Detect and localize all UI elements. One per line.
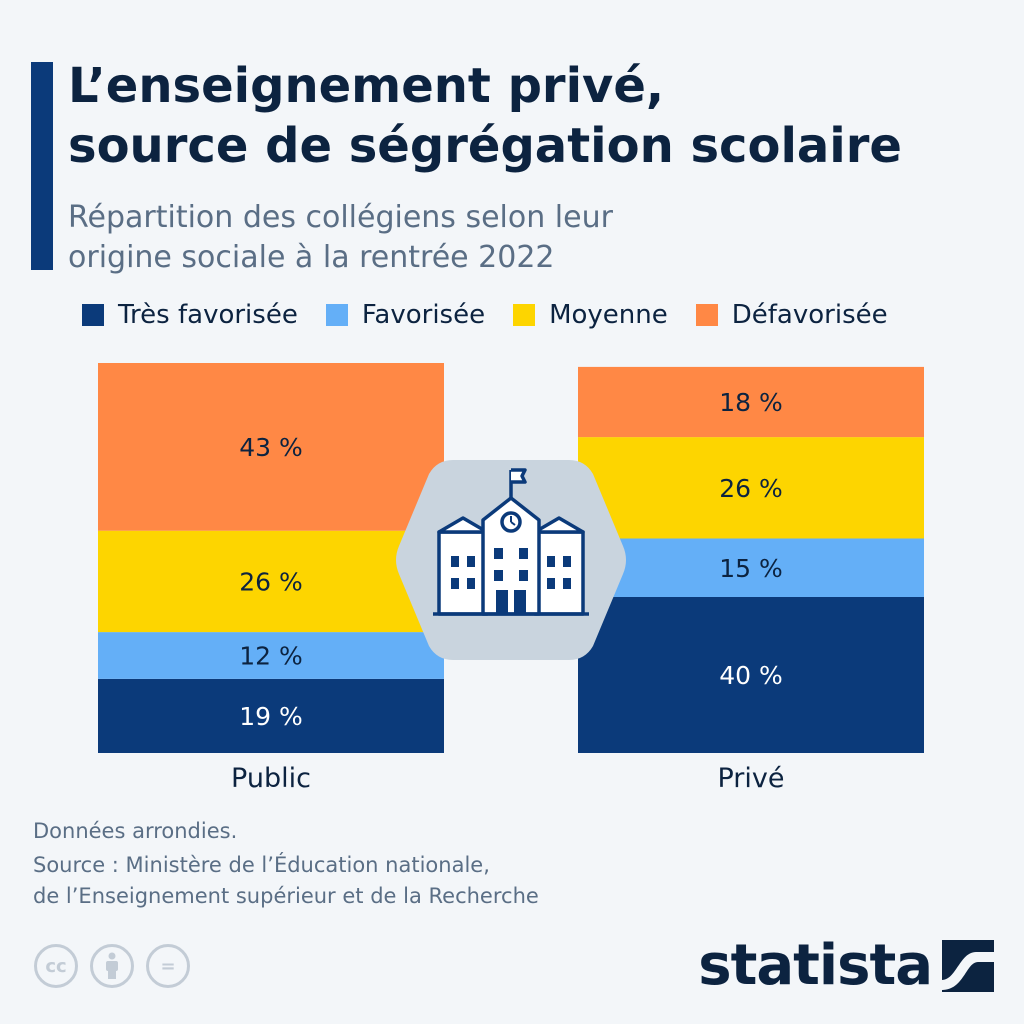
legend-swatch (82, 304, 104, 326)
bar-value-label: 18 % (719, 388, 783, 417)
category-label-public: Public (231, 763, 311, 794)
legend-item-tres-favorisee: Très favorisée (82, 300, 298, 330)
legend-label: Défavorisée (731, 300, 888, 330)
statista-wordmark: statista (698, 933, 933, 998)
person-icon (106, 952, 118, 979)
chart-subtitle-line-1: Répartition des collégiens selon leur (68, 200, 613, 235)
footer-note: Données arrondies. (33, 819, 238, 843)
cc-icon-glyph: cc (45, 955, 67, 977)
bar-value-label: 26 % (719, 474, 783, 503)
chart-title-line-2: source de ségrégation scolaire (68, 118, 902, 174)
legend-item-favorisee: Favorisée (325, 300, 486, 330)
bar-segment-defavorisee-public (98, 363, 444, 531)
chart-subtitle: Répartition des collégiens selon leur or… (68, 198, 968, 278)
bar-segment-defavorisee-prive (578, 366, 924, 438)
school-building-icon (396, 460, 626, 660)
chart-category-labels: Public Privé (231, 763, 784, 794)
chart-title-line-1: L’enseignement privé, (68, 58, 665, 114)
bar-segment-moyenne-prive (578, 437, 924, 539)
chart-title: L’enseignement privé, source de ségrégat… (68, 56, 1008, 176)
legend-label: Très favorisée (118, 300, 298, 330)
statista-logo-icon (942, 940, 994, 992)
stacked-bar-chart: 19 %12 %26 %43 %40 %15 %26 %18 % Public P… (98, 363, 924, 794)
bar-value-label: 40 % (719, 661, 783, 690)
bar-segment-tres-favorisee-public (98, 678, 444, 753)
legend-swatch (325, 304, 348, 326)
legend-label: Moyenne (549, 300, 668, 330)
no-derivatives-icon[interactable]: = (146, 944, 190, 988)
legend-item-defavorisee: Défavorisée (695, 300, 888, 330)
footer-source-line-1: Source : Ministère de l’Éducation nation… (33, 853, 490, 877)
title-accent-bar (31, 62, 53, 270)
legend-swatch (513, 304, 536, 326)
legend-label: Favorisée (361, 300, 486, 330)
attribution-icon[interactable] (90, 944, 134, 988)
equals-glyph: = (160, 955, 176, 977)
bar-segment-tres-favorisee-prive (578, 597, 924, 753)
bar-segment-favorisee-prive (578, 538, 924, 597)
statista-logo[interactable]: statista (698, 936, 994, 996)
chart-subtitle-line-2: origine sociale à la rentrée 2022 (68, 240, 555, 275)
bar-value-label: 19 % (239, 702, 303, 731)
legend-item-moyenne: Moyenne (513, 300, 668, 330)
bar-value-label: 15 % (719, 554, 783, 583)
bar-segment-moyenne-public (98, 530, 444, 633)
category-label-prive: Privé (718, 763, 785, 794)
footer-source: Source : Ministère de l’Éducation nation… (33, 850, 539, 912)
bar-value-label: 43 % (239, 433, 303, 462)
chart-bars: 19 % 12 % 26 % 43 % 40 % 15 % 26 % 18 % (98, 363, 924, 753)
license-icons: cc = (34, 944, 202, 988)
footer-source-line-2: de l’Enseignement supérieur et de la Rec… (33, 884, 539, 908)
cc-icon[interactable]: cc (34, 944, 78, 988)
legend-swatch (695, 304, 718, 326)
chart-legend: Très favorisée Favorisée Moyenne Défavor… (82, 297, 916, 333)
bar-segment-favorisee-public (98, 632, 444, 679)
bar-value-label: 26 % (239, 567, 303, 596)
bar-value-label: 12 % (239, 642, 303, 671)
